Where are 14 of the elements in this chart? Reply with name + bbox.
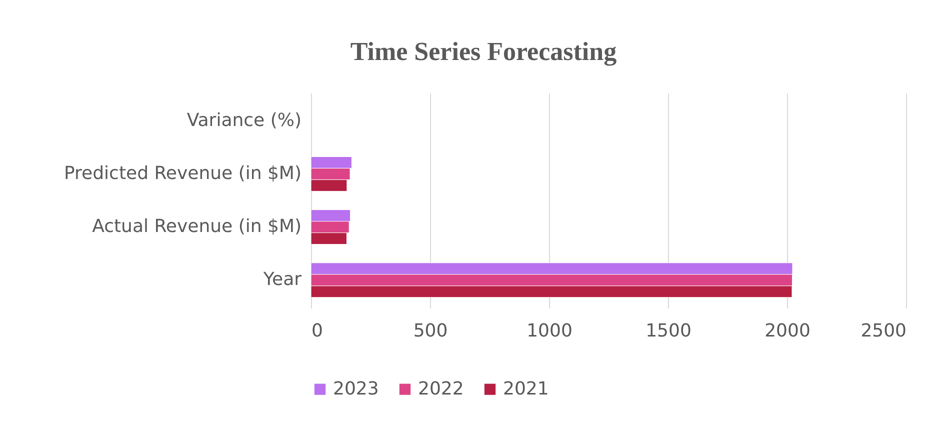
x-tick-label: 2500 [860, 320, 906, 342]
legend-label: 2023 [333, 378, 379, 400]
x-tick-label: 0 [312, 320, 323, 342]
x-tick-label: 1500 [646, 320, 692, 342]
chart-title: Time Series Forecasting [350, 37, 617, 66]
legend-label: 2021 [503, 378, 549, 400]
x-tick-label: 1000 [526, 320, 572, 342]
y-tick-label: Actual Revenue (in $M) [92, 216, 302, 238]
y-tick-label: Variance (%) [186, 110, 302, 131]
legend-label: 2022 [418, 378, 464, 400]
y-tick-label: Predicted Revenue (in $M) [64, 162, 302, 184]
x-tick-label: 2000 [764, 320, 810, 342]
y-tick-label: Year [262, 269, 302, 290]
x-tick-label: 500 [413, 320, 448, 342]
